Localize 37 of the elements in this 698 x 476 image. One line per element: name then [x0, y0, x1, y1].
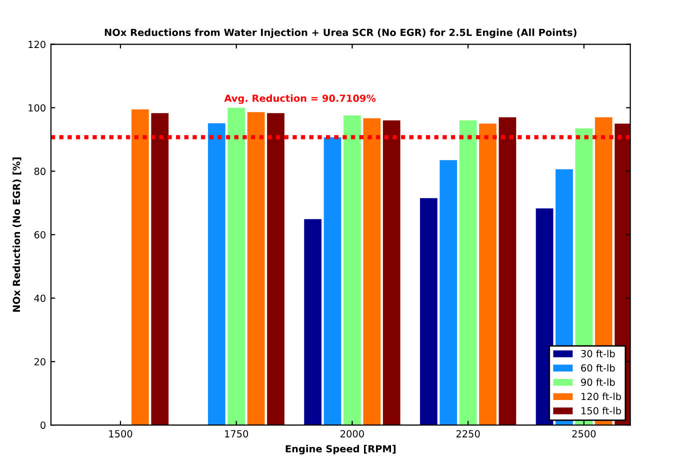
legend-label: 60 ft-lb	[581, 364, 615, 372]
x-tick-label: 2500	[572, 430, 596, 438]
ref-line-label: Avg. Reduction = 90.7109%	[224, 94, 376, 104]
legend-label: 90 ft-lb	[581, 378, 615, 386]
y-tick-label: 20	[34, 358, 46, 366]
x-tick-label: 1750	[225, 430, 248, 438]
chart-title: NOx Reductions from Water Injection + Urea SCR (No EGR) for 2.5L Engine (All Points)	[104, 28, 576, 38]
bar	[324, 137, 342, 426]
x-axis-title: Engine Speed [RPM]	[286, 444, 396, 454]
bar	[479, 124, 496, 426]
legend-label: 120 ft-lb	[582, 392, 622, 400]
y-tick-label: 120	[28, 40, 46, 48]
x-tick-label: 2000	[340, 430, 364, 438]
bar	[131, 109, 149, 426]
bar	[363, 118, 381, 426]
bar	[267, 113, 284, 426]
legend-label: 30 ft-lb	[581, 350, 615, 358]
y-tick-label: 0	[40, 422, 46, 429]
y-axis-title: NOx Reduction (No EGR) [%]	[12, 158, 22, 312]
x-tick-label: 2250	[456, 430, 480, 438]
bar	[304, 219, 322, 426]
bar	[382, 120, 400, 426]
bar	[459, 120, 477, 426]
bar	[420, 198, 438, 426]
legend-label: 150 ft-lb	[582, 406, 622, 414]
bar	[208, 123, 226, 426]
x-tick-label: 1500	[109, 430, 132, 438]
bar	[440, 160, 458, 426]
bar	[247, 112, 265, 426]
bar	[344, 115, 361, 426]
bar	[151, 113, 169, 426]
y-tick-label: 80	[34, 168, 46, 176]
bar	[228, 108, 246, 426]
y-tick-label: 60	[34, 231, 46, 238]
y-tick-label: 40	[34, 294, 46, 302]
y-tick-label: 100	[28, 104, 46, 112]
bar	[498, 117, 516, 426]
